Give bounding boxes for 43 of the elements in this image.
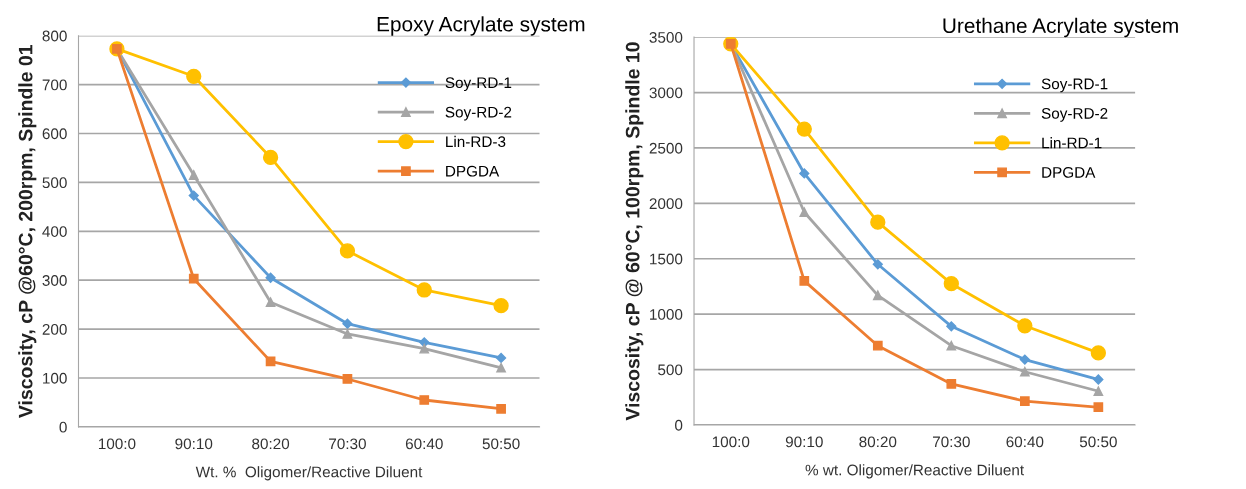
y-tick-label: 300 xyxy=(42,275,67,286)
y-tick-label: 400 xyxy=(42,226,67,237)
x-tick-label: 100:0 xyxy=(98,438,136,450)
y-axis-title: Viscosity, cP @ 60°C, 100rpm, Spindle 10 xyxy=(625,42,644,421)
y-tick-label: 100 xyxy=(43,372,67,384)
y-tick-label: 3500 xyxy=(649,32,683,43)
y-tick-label: 0 xyxy=(675,419,683,431)
x-tick-label: 80:20 xyxy=(252,438,290,450)
chart-title: Epoxy Acrylate system xyxy=(377,16,585,36)
y-tick-label: 1000 xyxy=(650,309,683,320)
x-tick-label: 80:20 xyxy=(859,436,897,448)
x-tick-label: 100:0 xyxy=(712,436,750,448)
y-tick-label: 0 xyxy=(59,421,67,433)
legend-label: DPGDA xyxy=(1042,167,1096,178)
y-tick-label: 500 xyxy=(42,177,67,189)
legend-label: Lin-RD-1 xyxy=(1042,137,1102,149)
x-tick-label: 90:10 xyxy=(175,438,213,450)
x-tick-label: 60:40 xyxy=(405,438,443,450)
legend-label: DPGDA xyxy=(446,165,500,177)
legend-label: Soy-RD-2 xyxy=(445,106,512,121)
y-tick-label: 2500 xyxy=(649,142,683,154)
x-axis-title: Wt. % Oligomer/Reactive Diluent xyxy=(195,466,423,481)
y-axis-title: Viscosity, cP @60°C, 200rpm, Spindle 01 xyxy=(18,44,37,418)
x-axis-title: % wt. Oligomer/Reactive Diluent xyxy=(805,464,1024,479)
y-tick-label: 3000 xyxy=(649,87,683,99)
legend-label: Soy-RD-2 xyxy=(1041,107,1108,122)
x-tick-label: 50:50 xyxy=(1079,436,1117,448)
y-tick-label: 600 xyxy=(42,128,67,140)
legend-label: Lin-RD-3 xyxy=(446,135,506,148)
x-tick-label: 90:10 xyxy=(785,436,823,448)
y-tick-label: 1500 xyxy=(650,253,683,265)
y-tick-label: 200 xyxy=(42,323,67,335)
legend-label: Soy-RD-1 xyxy=(1041,78,1108,93)
y-tick-label: 700 xyxy=(42,79,67,91)
x-tick-label: 60:40 xyxy=(1006,436,1044,448)
x-tick-label: 50:50 xyxy=(482,438,520,450)
x-tick-label: 70:30 xyxy=(932,436,970,448)
x-tick-label: 70:30 xyxy=(329,438,366,450)
y-tick-label: 500 xyxy=(658,364,683,376)
chart-title: Urethane Acrylate system xyxy=(943,17,1178,38)
legend-label: Soy-RD-1 xyxy=(445,77,512,92)
y-tick-label: 800 xyxy=(42,30,67,42)
y-tick-label: 2000 xyxy=(649,198,683,210)
